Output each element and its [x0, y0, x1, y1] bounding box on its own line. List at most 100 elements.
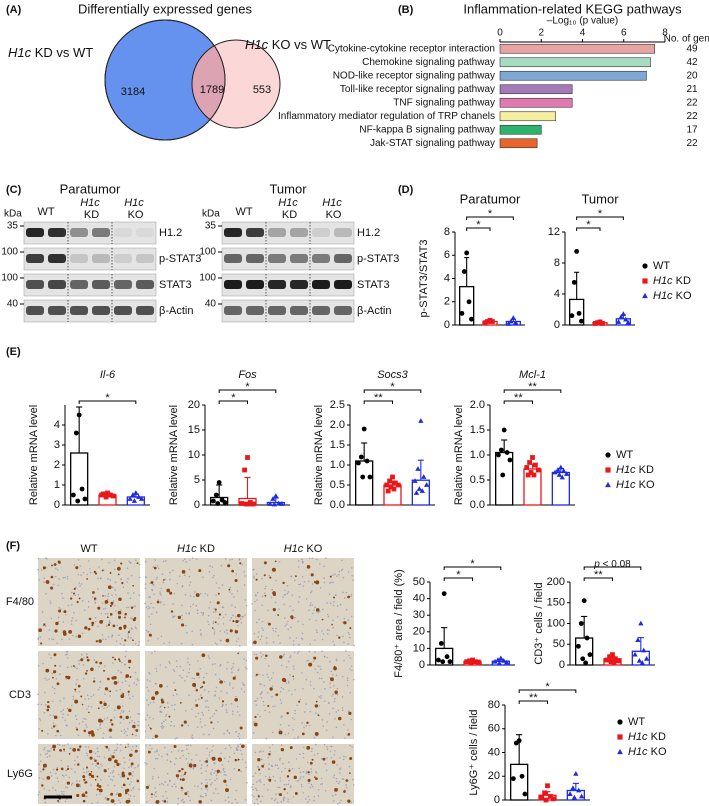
y-tick-label: 2.0 [470, 399, 485, 411]
nucleus [282, 596, 284, 598]
nucleus [339, 603, 342, 606]
stained-cell [234, 578, 238, 583]
nucleus [233, 767, 236, 770]
point [519, 773, 525, 779]
nucleus [236, 711, 239, 713]
nucleus [332, 619, 334, 622]
nucleus [107, 636, 110, 638]
nucleus [207, 614, 210, 617]
nucleus [99, 727, 102, 729]
nucleus [59, 734, 62, 737]
nucleus [307, 659, 310, 662]
nucleus [310, 602, 312, 604]
nucleus [106, 706, 109, 709]
nucleus [209, 717, 212, 720]
blot-band [48, 228, 66, 237]
nucleus [124, 680, 127, 682]
nucleus [58, 606, 61, 609]
nucleus [158, 567, 160, 570]
stained-cell [73, 587, 76, 590]
point [580, 656, 586, 662]
nucleus [252, 775, 254, 777]
nucleus [42, 662, 44, 665]
nucleus [181, 789, 183, 792]
nucleus [116, 747, 118, 749]
nucleus [114, 581, 117, 584]
nucleus [215, 686, 218, 689]
nucleus [212, 727, 215, 730]
nucleus [177, 803, 179, 805]
nucleus [162, 560, 165, 563]
nucleus [39, 770, 42, 773]
nucleus [311, 583, 314, 585]
nucleus [155, 757, 157, 760]
nucleus [284, 767, 286, 770]
nucleus [286, 585, 289, 587]
nucleus [342, 758, 345, 761]
nucleus [202, 733, 205, 736]
nucleus [93, 659, 96, 661]
nucleus [245, 667, 248, 670]
blot-band [224, 228, 242, 237]
nucleus [61, 592, 63, 595]
nucleus [133, 682, 135, 684]
point [507, 457, 513, 463]
nucleus [176, 737, 178, 739]
nucleus [301, 632, 304, 635]
nucleus [45, 679, 48, 681]
nucleus [132, 745, 134, 748]
stained-cell [95, 661, 98, 664]
nucleus [168, 641, 171, 644]
point [561, 468, 567, 473]
nucleus [65, 678, 68, 680]
nucleus [173, 670, 176, 673]
nucleus [103, 707, 105, 710]
nucleus [106, 598, 109, 600]
nucleus [159, 664, 162, 666]
nucleus [308, 557, 311, 560]
text-part: KD [279, 209, 297, 221]
nucleus [287, 682, 290, 684]
nucleus [336, 693, 339, 696]
nucleus [57, 780, 60, 783]
nucleus [98, 755, 101, 758]
nucleus [57, 584, 60, 587]
nucleus [188, 752, 190, 755]
nucleus [346, 677, 349, 680]
nucleus [255, 699, 257, 702]
stained-cell [128, 666, 131, 669]
nucleus [149, 744, 151, 747]
stained-cell [105, 745, 109, 749]
nucleus [216, 777, 218, 780]
stained-cell [211, 756, 216, 761]
stained-cell [263, 561, 267, 565]
nucleus [82, 571, 85, 574]
nucleus [85, 752, 88, 755]
nucleus [214, 611, 217, 613]
nucleus [56, 767, 59, 769]
nucleus [292, 665, 295, 668]
point [581, 598, 587, 604]
stained-cell [254, 715, 257, 719]
nucleus [323, 743, 326, 746]
italic-part: H1c [628, 746, 648, 758]
nucleus [302, 687, 304, 690]
nucleus [289, 655, 292, 657]
blot-band [26, 228, 44, 237]
nucleus [212, 745, 214, 747]
blot-band [334, 254, 352, 263]
nucleus [308, 650, 311, 653]
stained-cell [204, 784, 208, 788]
nucleus [128, 721, 131, 724]
blot-band [70, 228, 88, 237]
point [528, 470, 534, 475]
nucleus [274, 779, 277, 782]
point [364, 458, 370, 464]
stained-cell [121, 581, 124, 585]
stained-cell [42, 768, 45, 771]
nucleus [287, 591, 290, 593]
nucleus [328, 712, 331, 715]
point [569, 313, 575, 319]
nucleus [209, 778, 211, 781]
nucleus [288, 768, 291, 770]
